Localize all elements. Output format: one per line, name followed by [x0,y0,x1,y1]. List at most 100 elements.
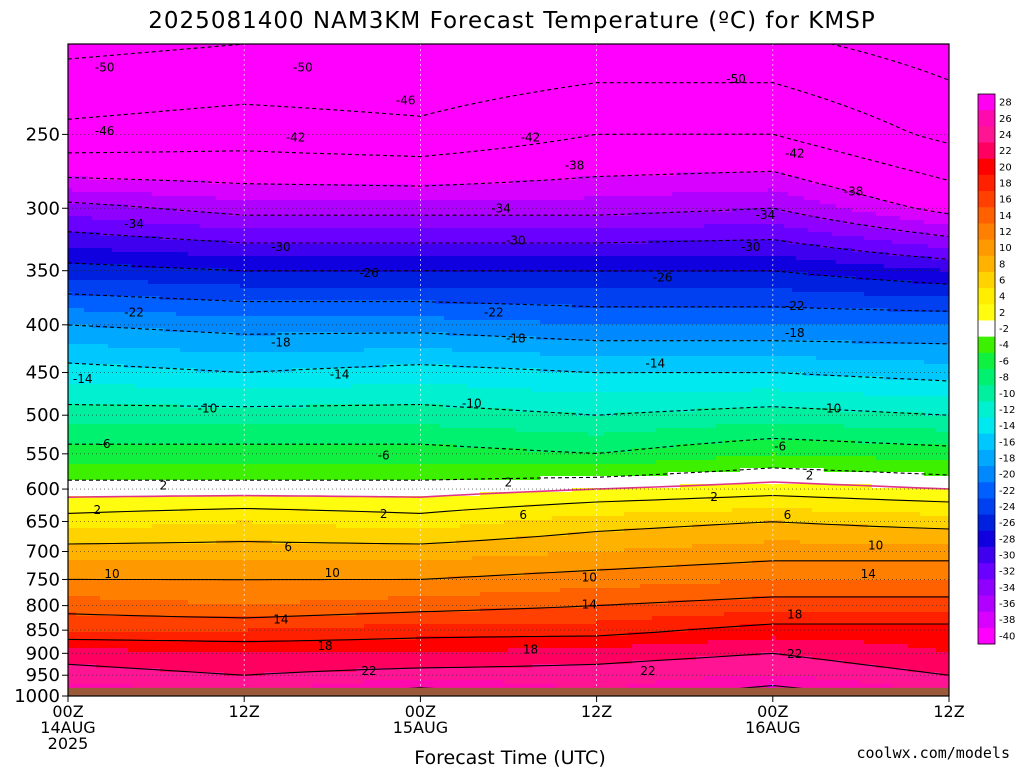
field-cell [100,308,105,313]
field-cell [76,172,81,177]
field-cell [108,352,113,357]
field-cell [68,64,73,69]
field-cell [152,316,157,321]
field-cell [100,140,105,145]
field-cell [76,584,81,589]
field-cell [136,540,141,545]
field-cell [104,256,109,261]
field-cell [164,112,169,117]
field-cell [100,76,105,81]
field-cell [128,632,133,637]
field-cell [76,244,81,249]
field-cell [152,616,157,621]
field-cell [68,384,73,389]
field-cell [104,504,109,509]
field-cell [68,608,73,613]
field-cell [104,244,109,249]
field-cell [144,504,149,509]
field-cell [152,540,157,545]
field-cell [108,328,113,333]
field-cell [120,76,125,81]
field-cell [112,228,117,233]
field-cell [120,336,125,341]
field-cell [124,592,129,597]
field-cell [124,504,129,509]
field-cell [160,156,165,161]
field-cell [124,144,129,149]
field-cell [148,384,153,389]
field-cell [104,188,109,193]
field-cell [112,256,117,261]
field-cell [132,144,137,149]
field-cell [100,424,105,429]
field-cell [124,276,129,281]
field-cell [140,536,145,541]
field-cell [92,408,97,413]
field-cell [128,256,133,261]
field-cell [136,136,141,141]
field-cell [92,392,97,397]
field-cell [148,672,153,677]
field-cell [88,356,93,361]
field-cell [156,424,161,429]
field-cell [104,532,109,537]
field-cell [72,484,77,489]
field-cell [96,332,101,337]
field-cell [140,128,145,133]
field-cell [140,288,145,293]
field-cell [148,380,153,385]
field-cell [68,160,73,165]
field-cell [132,124,137,129]
field-cell [112,236,117,241]
field-cell [120,208,125,213]
field-cell [116,608,121,613]
field-cell [160,388,165,393]
field-cell [92,156,97,161]
field-cell [164,244,169,249]
field-cell [116,236,121,241]
field-cell [124,572,129,577]
field-cell [68,320,73,325]
field-cell [164,316,169,321]
field-cell [156,396,161,401]
field-cell [84,88,89,93]
field-cell [68,624,73,629]
field-cell [136,600,141,605]
field-cell [156,76,161,81]
field-cell [104,416,109,421]
field-cell [100,300,105,305]
field-cell [72,288,77,293]
field-cell [96,604,101,609]
field-cell [160,80,165,85]
field-cell [120,656,125,661]
field-cell [76,304,81,309]
field-cell [76,136,81,141]
field-cell [108,100,113,105]
field-cell [96,592,101,597]
field-cell [96,460,101,465]
field-cell [68,280,73,285]
field-cell [72,436,77,441]
field-cell [76,672,81,677]
field-cell [160,408,165,413]
field-cell [112,144,117,149]
field-cell [136,428,141,433]
field-cell [76,44,81,49]
field-cell [144,620,149,625]
field-cell [68,316,73,321]
field-cell [112,360,117,365]
field-cell [100,592,105,597]
field-cell [116,392,121,397]
field-cell [88,192,93,197]
field-cell [84,120,89,125]
field-cell [84,596,89,601]
field-cell [136,644,141,649]
field-cell [124,168,129,173]
field-cell [136,420,141,425]
field-cell [72,520,77,525]
field-cell [92,236,97,241]
field-cell [148,568,153,573]
field-cell [156,472,161,477]
field-cell [136,108,141,113]
field-cell [80,448,85,453]
